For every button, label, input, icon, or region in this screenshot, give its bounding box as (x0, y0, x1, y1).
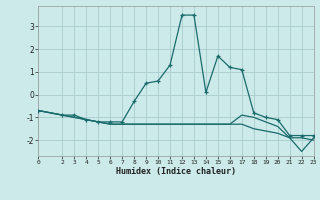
X-axis label: Humidex (Indice chaleur): Humidex (Indice chaleur) (116, 167, 236, 176)
